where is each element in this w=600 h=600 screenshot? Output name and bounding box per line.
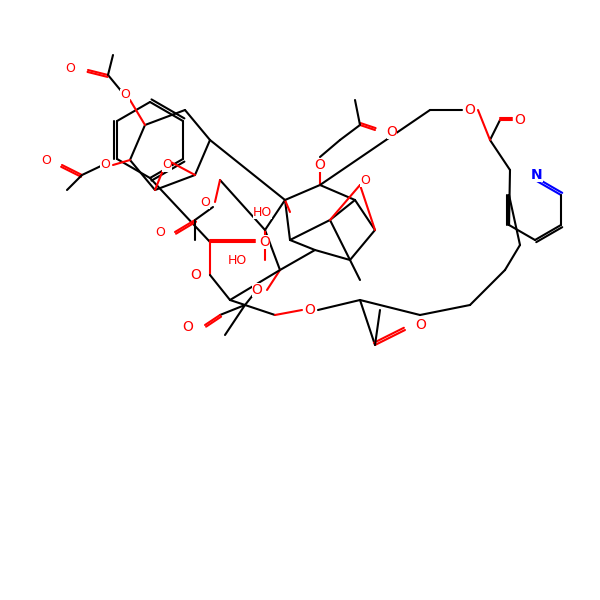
Text: O: O	[515, 113, 526, 127]
Text: O: O	[162, 158, 172, 172]
Text: O: O	[182, 320, 193, 334]
Text: N: N	[531, 168, 543, 182]
Text: O: O	[200, 196, 210, 208]
Text: O: O	[386, 125, 397, 139]
Text: O: O	[314, 158, 325, 172]
Text: O: O	[120, 88, 130, 101]
Text: O: O	[100, 158, 110, 172]
Text: HO: HO	[228, 253, 247, 266]
Text: O: O	[305, 303, 316, 317]
Text: O: O	[251, 283, 262, 297]
Text: O: O	[191, 268, 202, 282]
Text: O: O	[41, 154, 51, 167]
Text: O: O	[260, 235, 271, 249]
Text: O: O	[464, 103, 475, 117]
Text: O: O	[65, 61, 75, 74]
Text: O: O	[155, 226, 165, 238]
Text: O: O	[416, 318, 427, 332]
Text: O: O	[360, 173, 370, 187]
Text: HO: HO	[253, 205, 272, 218]
